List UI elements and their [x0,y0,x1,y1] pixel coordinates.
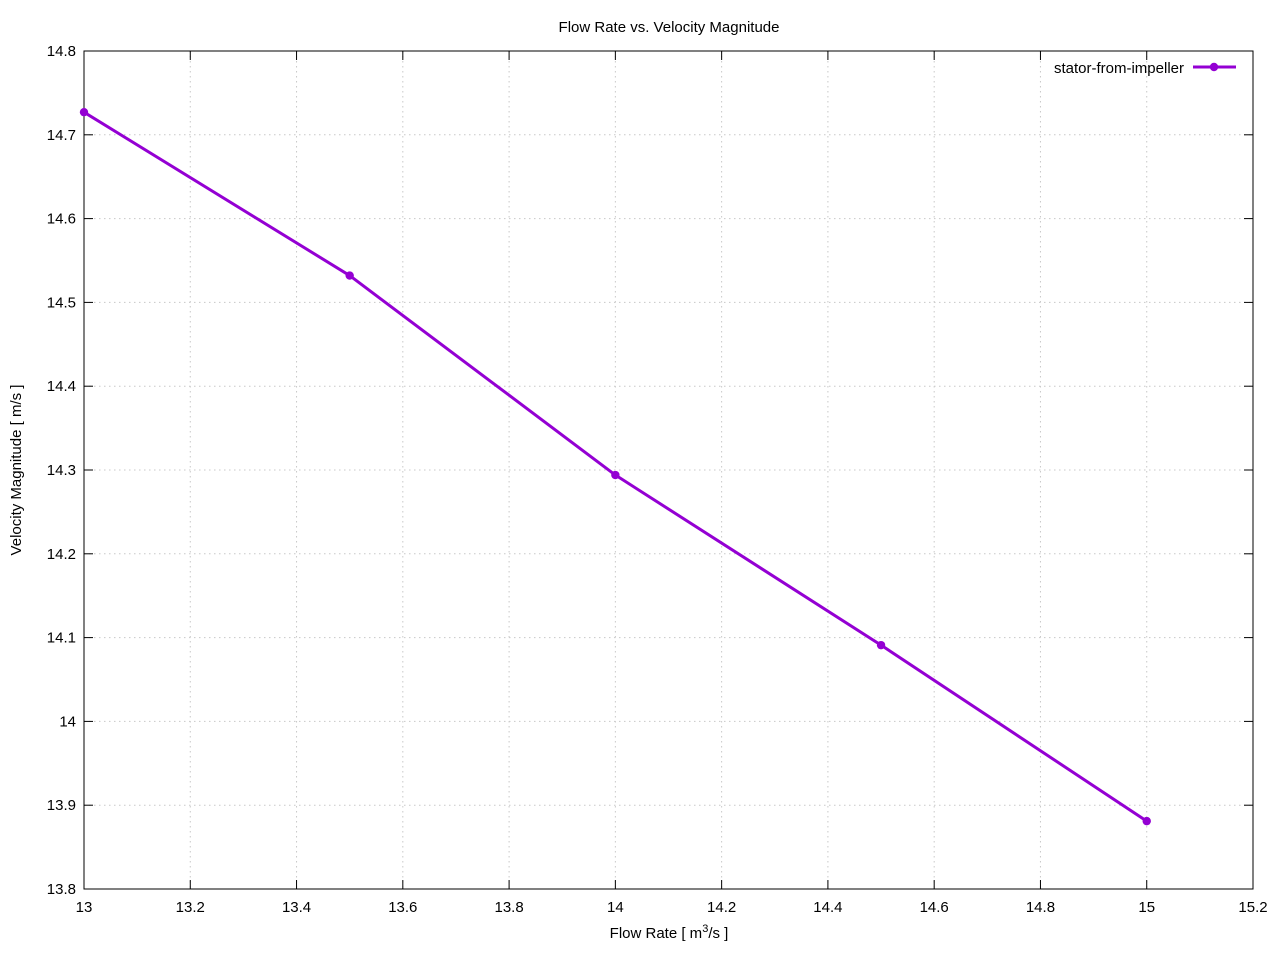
x-tick-label: 14.6 [920,899,949,916]
data-point [345,271,354,280]
x-tick-label: 14 [607,899,624,916]
y-tick-label: 13.8 [47,881,76,898]
x-axis-title-suffix: /s ] [708,925,728,942]
x-tick-label: 13.6 [388,899,417,916]
x-axis-title-superscript: 3 [702,923,708,935]
x-axis-title-prefix: Flow Rate [ m [610,925,703,942]
legend-marker [1209,62,1219,72]
data-point [876,640,886,650]
legend: stator-from-impeller [1054,60,1236,77]
x-tick-label: 14.8 [1026,899,1055,916]
x-tick-label: 15 [1138,899,1155,916]
grid-lines [84,51,1253,889]
y-tick-label: 14.8 [47,43,76,60]
x-tick-label: 13.4 [282,899,311,916]
y-tick-label: 14.5 [47,294,76,311]
x-tick-label: 14.4 [813,899,842,916]
data-point [611,470,620,480]
series-layer [79,107,1151,826]
x-tick-label: 13.8 [494,899,523,916]
x-tick-label: 14.2 [707,899,736,916]
x-tick-label: 13 [76,899,93,916]
y-tick-label: 14.3 [47,462,76,479]
y-tick-label: 14.4 [47,378,76,395]
y-tick-label: 14.6 [47,211,76,228]
y-tick-label: 14.7 [47,127,76,144]
x-axis-title: Flow Rate [ m3/s ] [610,923,729,942]
data-point [1142,816,1151,826]
y-tick-label: 13.9 [47,797,76,814]
plot-frame [83,50,1254,890]
x-tick-label: 13.2 [176,899,205,916]
chart-title: Flow Rate vs. Velocity Magnitude [559,19,780,36]
x-tick-label: 15.2 [1238,899,1267,916]
data-point [79,107,89,117]
y-tick-label: 14.2 [47,546,76,563]
y-axis-title: Velocity Magnitude [ m/s ] [8,385,25,556]
y-tick-label: 14.1 [47,630,76,647]
tick-labels: 13 13.2 13.4 13.6 13.8 14 14.2 14.4 14.6 14.8 15 15… [47,43,1268,916]
legend-label: stator-from-impeller [1054,60,1184,77]
y-tick-label: 14 [59,713,76,730]
